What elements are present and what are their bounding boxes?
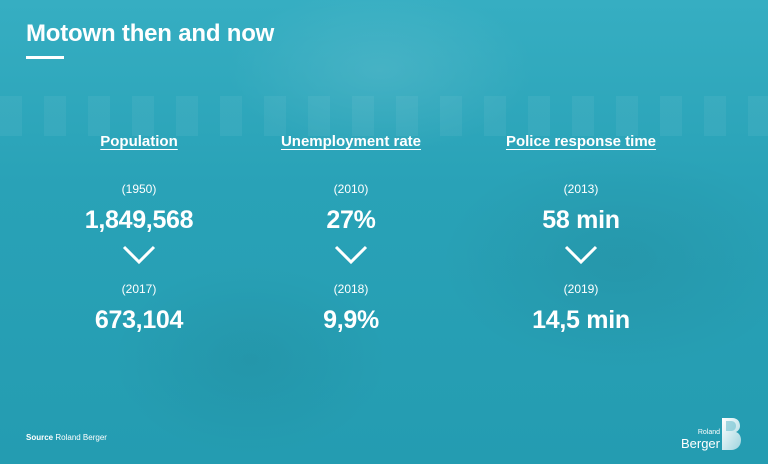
value-after: 14,5 min bbox=[532, 306, 630, 334]
metric-label: Population bbox=[100, 133, 178, 150]
title-underline bbox=[26, 56, 64, 59]
logo-line1: Roland bbox=[697, 429, 720, 436]
logo-wordmark: Roland Berger bbox=[681, 429, 720, 450]
source-prefix: Source bbox=[26, 433, 54, 442]
metric-label: Police response time bbox=[505, 133, 657, 150]
page-title: Motown then and now bbox=[26, 20, 275, 47]
metric-unemployment-rate: Unemployment rate (2010) 27% (2018) 9,9% bbox=[236, 132, 466, 336]
source-text: Roland Berger bbox=[55, 433, 107, 442]
period-before: (2013) bbox=[563, 182, 599, 196]
chevron-down-icon bbox=[122, 245, 156, 265]
value-after: 673,104 bbox=[94, 306, 184, 334]
source-note: Source Roland Berger bbox=[26, 433, 107, 442]
metric-police-response-time: Police response time (2013) 58 min (2019… bbox=[466, 132, 696, 336]
period-after: (2017) bbox=[121, 282, 157, 296]
period-before: (2010) bbox=[333, 182, 369, 196]
value-before: 58 min bbox=[542, 206, 620, 234]
value-after: 9,9% bbox=[323, 306, 379, 334]
period-after: (2019) bbox=[563, 282, 599, 296]
value-before: 27% bbox=[326, 206, 376, 234]
period-before: (1950) bbox=[121, 182, 157, 196]
roland-berger-logo-icon bbox=[722, 418, 741, 450]
period-after: (2018) bbox=[333, 282, 369, 296]
brand-logo: Roland Berger bbox=[681, 418, 742, 450]
metric-population: Population (1950) 1,849,568 (2017) 673,1… bbox=[24, 132, 254, 336]
chevron-down-icon bbox=[564, 245, 598, 265]
value-before: 1,849,568 bbox=[84, 206, 194, 234]
chevron-down-icon bbox=[334, 245, 368, 265]
metric-label: Unemployment rate bbox=[280, 133, 422, 150]
logo-line2: Berger bbox=[680, 436, 720, 451]
